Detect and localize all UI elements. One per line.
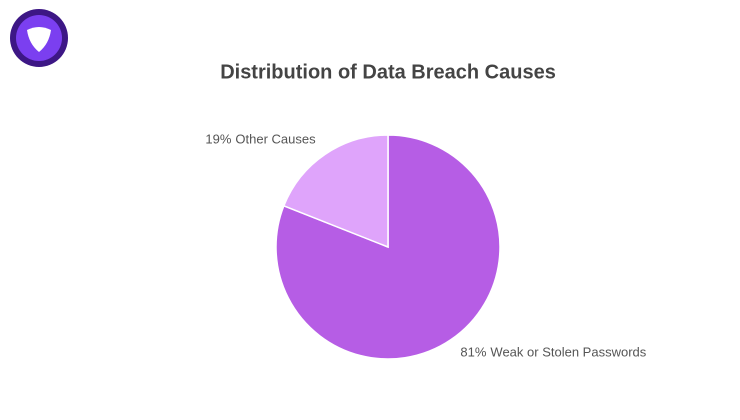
category-label: Other Causes (235, 132, 316, 147)
value-label: 19% (205, 132, 231, 147)
pie-slice (282, 134, 389, 249)
slice-label: 81% Weak or Stolen Passwords (460, 345, 646, 360)
value-label: 81% (460, 345, 486, 360)
category-label: Weak or Stolen Passwords (490, 345, 646, 360)
chart-title: Distribution of Data Breach Causes (220, 61, 556, 83)
slice-label: 19% Other Causes (205, 132, 316, 147)
logo (10, 9, 68, 67)
